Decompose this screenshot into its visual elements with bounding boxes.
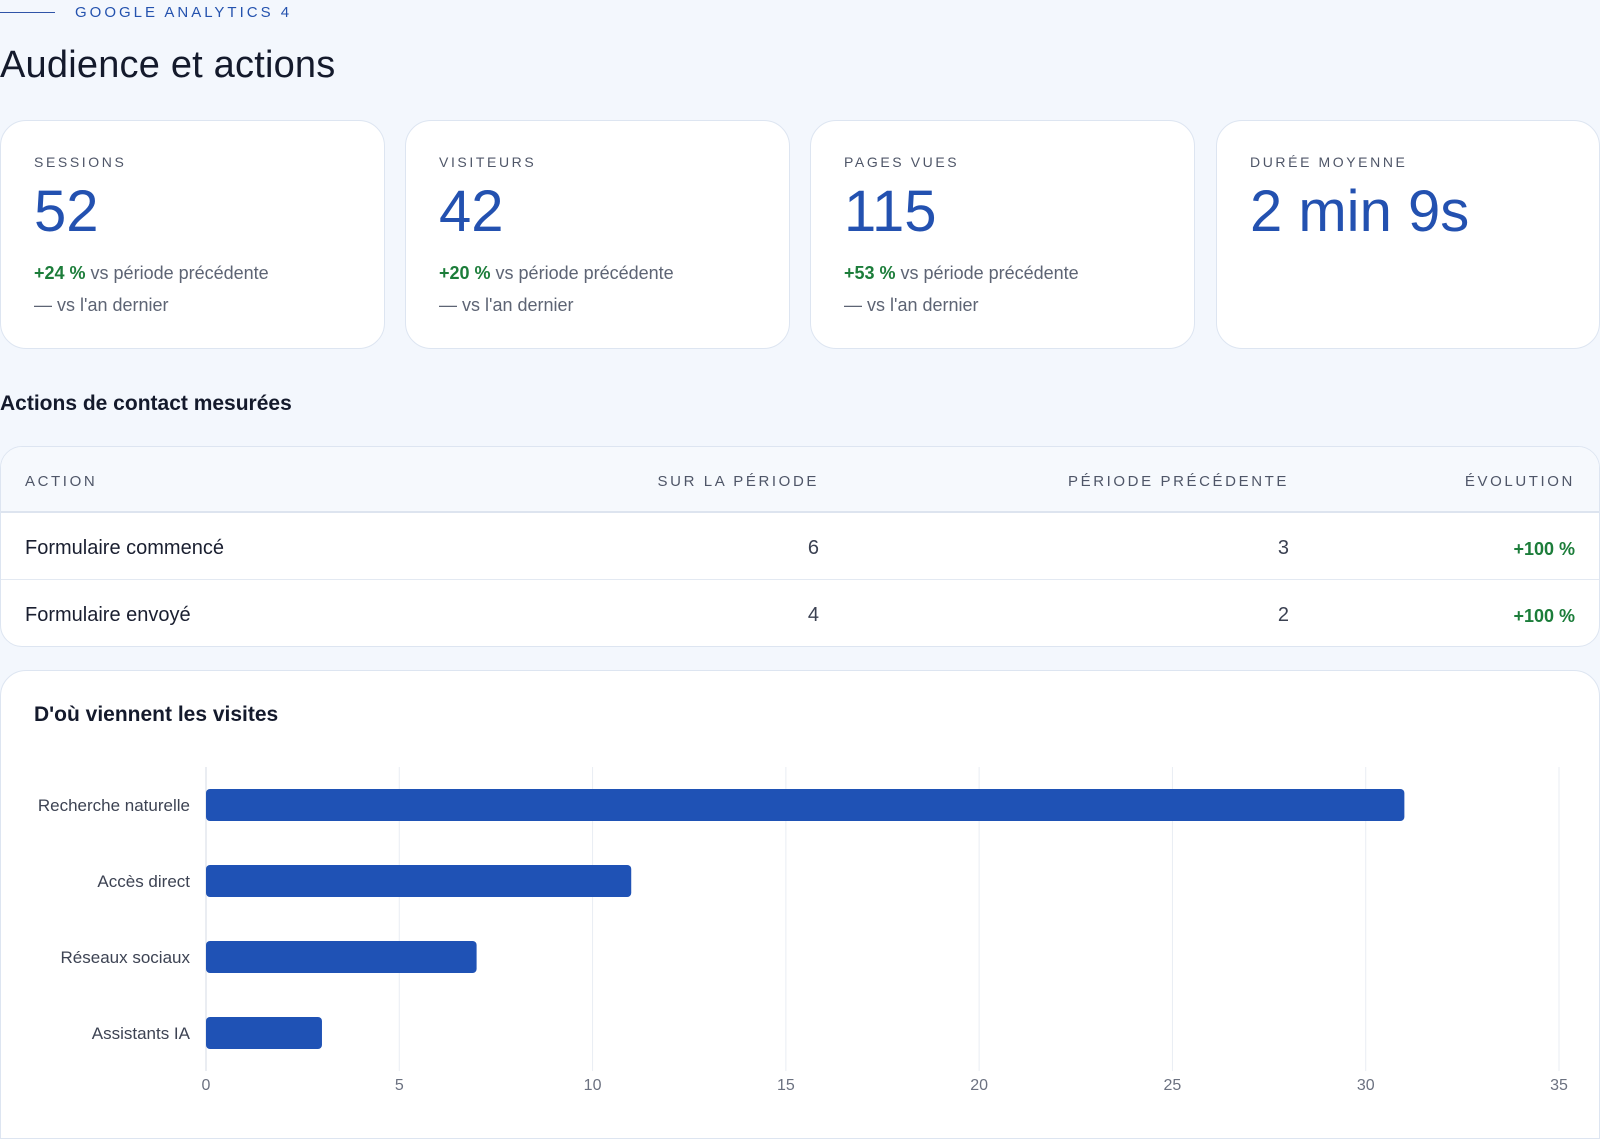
- cell-current: 6: [807, 537, 819, 559]
- kpi-value: 42: [439, 179, 504, 244]
- cell-evolution: +100 %: [1513, 606, 1575, 626]
- category-label: Accès direct: [97, 872, 190, 891]
- actions-section-title: Actions de contact mesurées: [0, 392, 292, 415]
- kpi-year-comparison: — vs l'an dernier: [34, 295, 169, 315]
- kpi-value: 2 min 9s: [1250, 179, 1470, 244]
- table-row: Formulaire envoyé 4 2 +100 %: [1, 580, 1599, 646]
- kpi-value: 52: [34, 179, 99, 244]
- x-tick-label: 20: [970, 1077, 988, 1094]
- bar: [206, 865, 632, 897]
- kpi-delta: +53 %: [844, 263, 896, 283]
- cell-action: Formulaire commencé: [25, 537, 224, 559]
- cell-action: Formulaire envoyé: [25, 604, 191, 626]
- kpi-label: VISITEURS: [439, 154, 537, 170]
- kpi-year-comparison: — vs l'an dernier: [439, 295, 574, 315]
- x-tick-label: 10: [584, 1077, 602, 1094]
- column-header-action: ACTION: [25, 473, 98, 490]
- bar: [206, 941, 477, 973]
- column-header-current: SUR LA PÉRIODE: [657, 473, 819, 490]
- column-header-previous: PÉRIODE PRÉCÉDENTE: [1068, 473, 1289, 490]
- category-label: Réseaux sociaux: [61, 948, 191, 967]
- kpi-comparison-text: vs période précédente: [490, 263, 674, 283]
- traffic-sources-card: 0 5 10 15 20 25 30 35 Recherche naturelle Accès d…: [0, 670, 1600, 1139]
- x-tick-label: 30: [1357, 1077, 1375, 1094]
- kpi-year-comparison: — vs l'an dernier: [844, 295, 979, 315]
- eyebrow-label: GOOGLE ANALYTICS 4: [75, 4, 293, 21]
- kpi-card-page-views: PAGES VUES 115 +53 % vs période précéden…: [810, 120, 1195, 349]
- eyebrow-divider: [0, 12, 55, 13]
- kpi-comparison-text: vs période précédente: [895, 263, 1079, 283]
- cell-previous: 2: [1277, 604, 1289, 626]
- kpi-value: 115: [844, 179, 937, 244]
- bar: [206, 789, 1405, 821]
- kpi-label: SESSIONS: [34, 154, 127, 170]
- kpi-label: DURÉE MOYENNE: [1250, 154, 1408, 170]
- kpi-comparison: +53 % vs période précédente: [844, 263, 1079, 284]
- cell-current: 4: [807, 604, 819, 626]
- page-title: Audience et actions: [0, 44, 336, 86]
- x-tick-label: 25: [1164, 1077, 1182, 1094]
- kpi-card-average-duration: DURÉE MOYENNE 2 min 9s: [1216, 120, 1600, 349]
- cell-previous: 3: [1277, 537, 1289, 559]
- bar: [206, 1017, 322, 1049]
- kpi-comparison-text: vs période précédente: [85, 263, 269, 283]
- section-eyebrow: GOOGLE ANALYTICS 4: [0, 4, 292, 21]
- actions-table: ACTION SUR LA PÉRIODE PÉRIODE PRÉCÉDENTE…: [0, 446, 1600, 647]
- x-tick-label: 5: [395, 1077, 404, 1094]
- kpi-comparison: +24 % vs période précédente: [34, 263, 269, 284]
- column-header-evolution: ÉVOLUTION: [1464, 473, 1575, 490]
- kpi-delta: +24 %: [34, 263, 86, 283]
- table-row: Formulaire commencé 6 3 +100 %: [1, 513, 1599, 580]
- x-tick-label: 15: [777, 1077, 795, 1094]
- x-tick-label: 0: [202, 1077, 211, 1094]
- category-label: Assistants IA: [92, 1024, 191, 1043]
- kpi-comparison: +20 % vs période précédente: [439, 263, 674, 284]
- kpi-card-sessions: SESSIONS 52 +24 % vs période précédente …: [0, 120, 385, 349]
- kpi-delta: +20 %: [439, 263, 491, 283]
- chart-title: D'où viennent les visites: [34, 703, 279, 726]
- category-label: Recherche naturelle: [38, 796, 190, 815]
- kpi-row: SESSIONS 52 +24 % vs période précédente …: [0, 120, 1600, 350]
- kpi-label: PAGES VUES: [844, 154, 960, 170]
- table-header: ACTION SUR LA PÉRIODE PÉRIODE PRÉCÉDENTE…: [1, 447, 1599, 513]
- traffic-sources-chart: 0 5 10 15 20 25 30 35 Recherche naturelle Accès d…: [38, 767, 1568, 1094]
- kpi-card-visitors: VISITEURS 42 +20 % vs période précédente…: [405, 120, 790, 349]
- cell-evolution: +100 %: [1513, 539, 1575, 559]
- x-tick-label: 35: [1550, 1077, 1568, 1094]
